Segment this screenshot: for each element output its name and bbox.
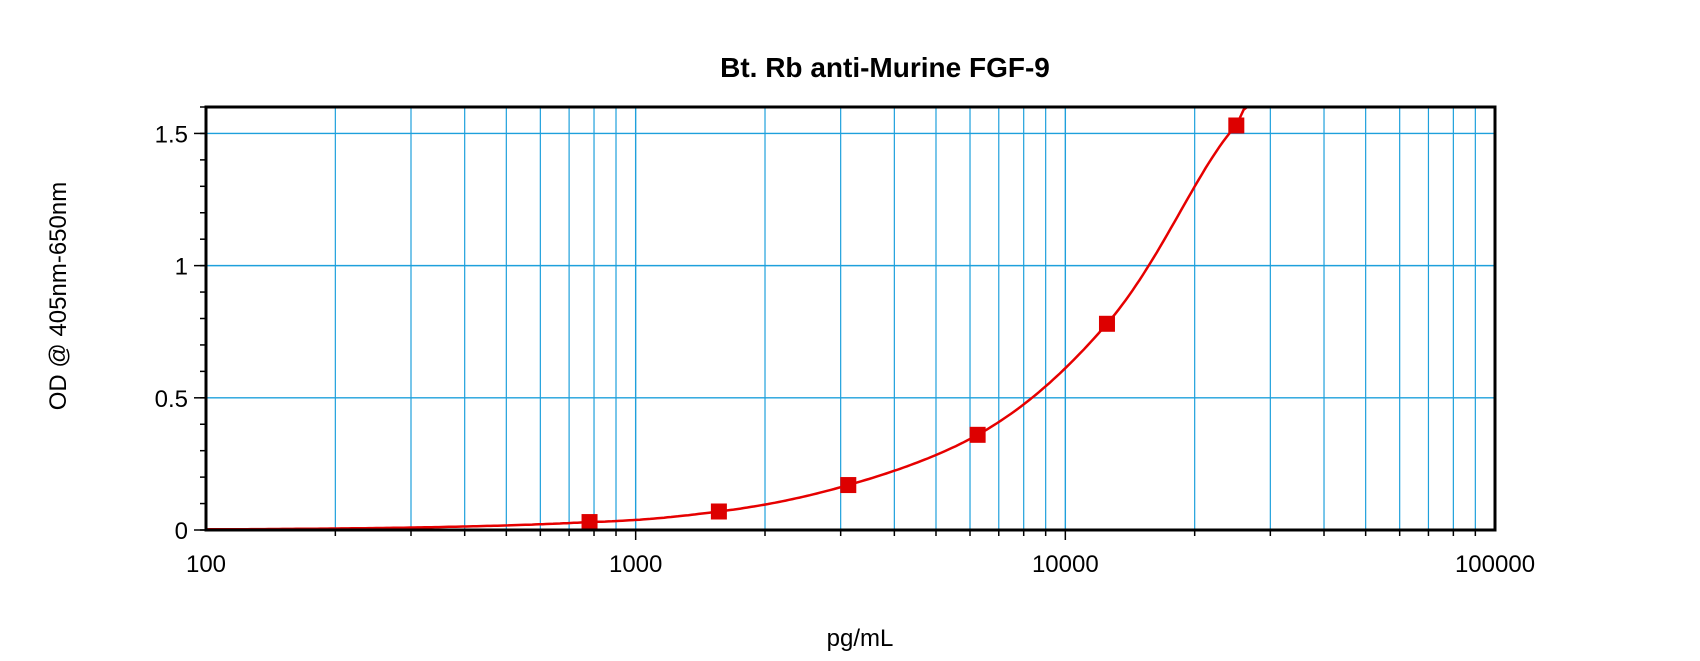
data-point xyxy=(581,514,598,531)
x-tick-label: 1000 xyxy=(609,551,662,578)
axis-ticks xyxy=(194,106,1477,540)
y-tick-label: 1.5 xyxy=(155,121,188,148)
x-tick-label: 100000 xyxy=(1455,551,1535,578)
y-tick-label: 1 xyxy=(175,254,188,281)
y-tick-label: 0 xyxy=(175,518,188,545)
x-axis-label: pg/mL xyxy=(827,625,894,652)
data-point xyxy=(1228,117,1245,134)
data-point xyxy=(1098,315,1115,332)
x-tick-labels: 100 1000 10000 100000 xyxy=(186,551,1535,578)
x-tick-label: 100 xyxy=(186,551,226,578)
data-point xyxy=(969,426,986,443)
x-tick-label: 10000 xyxy=(1032,551,1099,578)
fit-curve xyxy=(205,105,1248,531)
data-point xyxy=(710,503,727,520)
data-point xyxy=(840,477,857,494)
grid-lines xyxy=(206,107,1495,530)
plot-frame xyxy=(204,105,1497,532)
chart-title: Bt. Rb anti-Murine FGF-9 xyxy=(720,52,1050,83)
y-axis-label: OD @ 405nm-650nm xyxy=(45,182,72,410)
y-tick-labels: 0 0.5 1 1.5 xyxy=(155,121,188,545)
data-markers xyxy=(581,117,1245,531)
y-tick-label: 0.5 xyxy=(155,386,188,413)
